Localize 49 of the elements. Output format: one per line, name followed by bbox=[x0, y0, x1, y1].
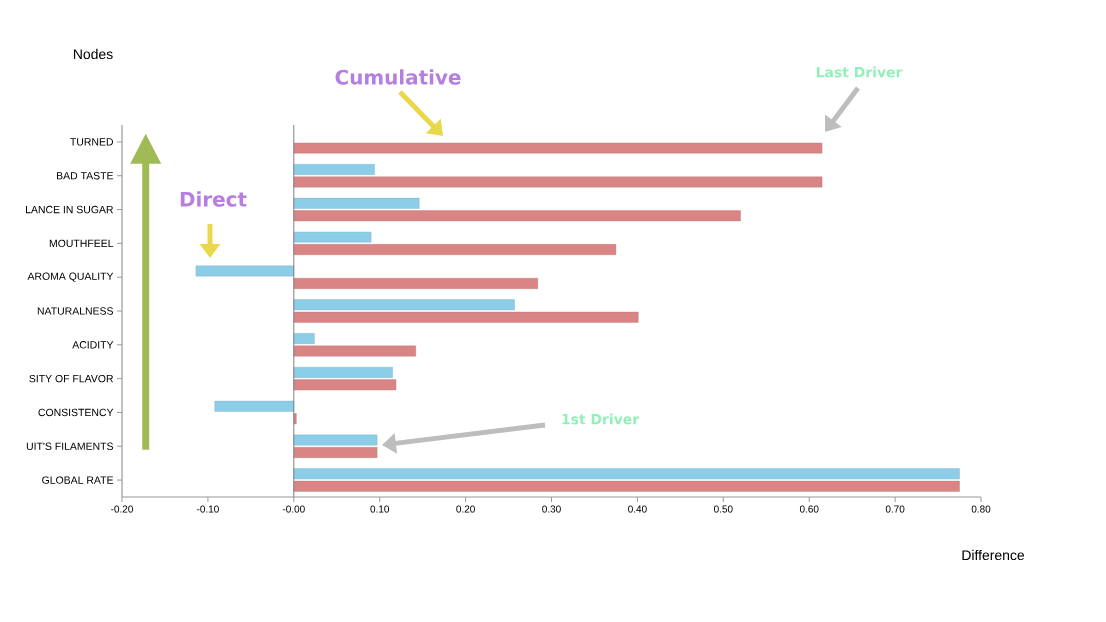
bar bbox=[195, 265, 294, 277]
text: Cumulative bbox=[335, 69, 461, 85]
y-axis-title: Nodes bbox=[73, 48, 113, 60]
y-tick-label: TURNED bbox=[70, 138, 113, 146]
annotation: 1st Driver bbox=[562, 413, 640, 425]
bar bbox=[293, 379, 397, 391]
bar bbox=[293, 244, 617, 255]
y-tick-label: BAD TASTE bbox=[57, 172, 114, 180]
bar bbox=[293, 299, 515, 311]
bar bbox=[293, 480, 960, 492]
bar bbox=[293, 278, 538, 289]
x-axis-title: Difference bbox=[962, 549, 1025, 561]
bar bbox=[293, 197, 420, 209]
bar bbox=[293, 142, 823, 154]
x-tick-label: 0.30 bbox=[542, 505, 561, 513]
bar bbox=[293, 210, 741, 222]
x-tick-label: 0.70 bbox=[885, 505, 905, 513]
bar bbox=[293, 468, 960, 480]
y-tick-label: NATURALNESS bbox=[37, 307, 114, 315]
bar bbox=[293, 367, 393, 378]
text: Last Driver bbox=[816, 66, 903, 78]
bar bbox=[293, 434, 378, 446]
y-tick-label: UIT'S FILAMENTS bbox=[26, 442, 114, 450]
x-tick-label: 0.10 bbox=[370, 505, 390, 513]
y-tick-label: ACIDITY bbox=[72, 341, 114, 349]
x-tick-label: 0.40 bbox=[628, 505, 647, 513]
bar bbox=[293, 231, 372, 243]
y-tick-label: MOUTHFEEL bbox=[49, 239, 114, 248]
x-tick-label: -0.00 bbox=[282, 505, 305, 513]
y-tick-label: CONSISTENCY bbox=[38, 408, 114, 417]
bar bbox=[293, 345, 416, 357]
x-tick-label: 0.50 bbox=[714, 505, 733, 513]
y-tick-label: GLOBAL RATE bbox=[42, 476, 114, 484]
y-tick-label: SITY OF FLAVOR bbox=[29, 374, 114, 383]
x-tick-label: -0.20 bbox=[111, 505, 133, 513]
annotation: Direct bbox=[180, 191, 247, 207]
bar bbox=[293, 413, 297, 425]
bar bbox=[293, 333, 315, 344]
x-tick-label: 0.20 bbox=[456, 505, 475, 513]
y-tick-label: AROMA QUALITY bbox=[27, 272, 114, 282]
bar bbox=[293, 176, 823, 188]
x-tick-label: 0.80 bbox=[971, 505, 991, 513]
y-tick-label: LANCE IN SUGAR bbox=[26, 205, 113, 214]
bar bbox=[293, 311, 639, 323]
bar bbox=[293, 164, 375, 175]
bar bbox=[214, 400, 294, 412]
x-tick-label: -0.10 bbox=[196, 505, 219, 513]
x-tick-label: 0.60 bbox=[799, 505, 819, 513]
bar bbox=[293, 447, 378, 458]
